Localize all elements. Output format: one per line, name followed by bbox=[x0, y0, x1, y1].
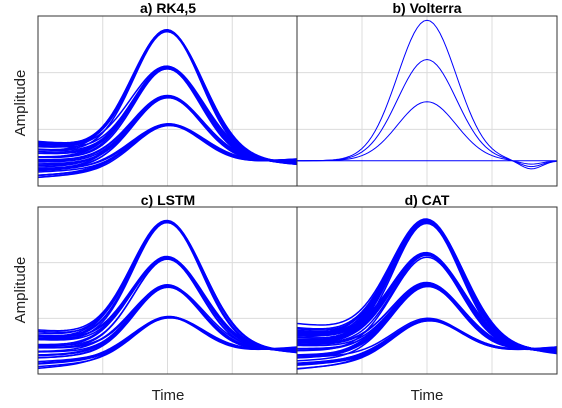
series-line bbox=[37, 123, 298, 172]
panel-a-title: a) RK4,5 bbox=[140, 0, 196, 16]
panel-b-plot bbox=[296, 15, 558, 187]
series-line bbox=[296, 319, 558, 365]
series-line bbox=[37, 284, 298, 351]
series-line bbox=[37, 316, 298, 365]
axes-frame bbox=[296, 15, 558, 187]
panel-d-title: d) CAT bbox=[405, 192, 450, 208]
x-axis-label-right: Time bbox=[411, 387, 444, 404]
panel-c-title: c) LSTM bbox=[141, 192, 195, 208]
x-axis-label-left: Time bbox=[152, 387, 185, 404]
series-line bbox=[296, 254, 558, 352]
panel-d-plot bbox=[296, 206, 558, 375]
panel-d: d) CAT bbox=[296, 192, 558, 375]
y-axis-label-bottom: Amplitude bbox=[12, 257, 29, 324]
panel-b-title: b) Volterra bbox=[393, 0, 462, 16]
series-line bbox=[37, 67, 298, 163]
panel-c: c) LSTM bbox=[37, 192, 298, 375]
panel-c-plot bbox=[37, 206, 298, 375]
series-line bbox=[296, 282, 558, 352]
panel-a-plot bbox=[37, 15, 298, 187]
panel-a: a) RK4,5 bbox=[37, 0, 298, 187]
panel-b: b) Volterra bbox=[296, 0, 558, 187]
y-axis-label-top: Amplitude bbox=[12, 70, 29, 137]
axes-frame bbox=[296, 206, 558, 375]
series-line bbox=[37, 220, 298, 353]
series-line bbox=[37, 94, 298, 163]
